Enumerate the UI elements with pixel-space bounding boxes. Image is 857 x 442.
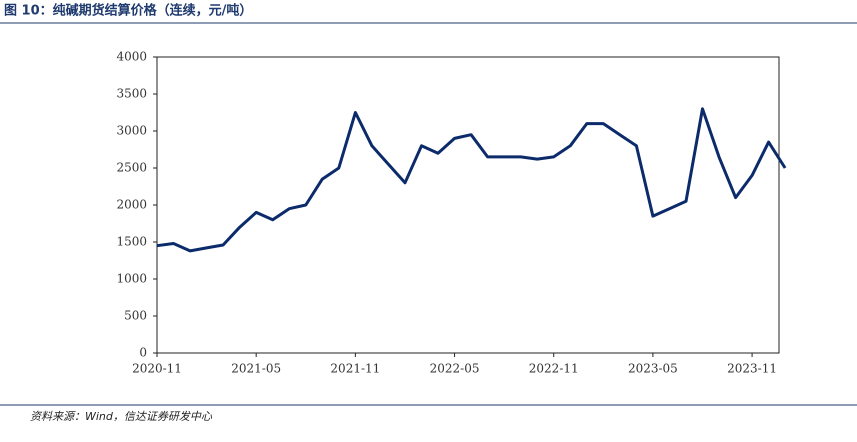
data-line [156, 107, 787, 253]
x-tick-label: 2022-11 [529, 362, 579, 376]
x-tick-label: 2023-11 [727, 362, 777, 376]
y-tick-label: 2000 [116, 198, 147, 212]
chart-title: 图 10：纯碱期货结算价格（连续，元/吨） [4, 3, 252, 19]
x-tick-label: 2022-05 [430, 362, 480, 376]
y-tick-label: 500 [124, 309, 147, 323]
y-tick-label: 4000 [116, 50, 147, 64]
y-tick-label: 0 [139, 346, 147, 360]
plot-frame [156, 56, 780, 354]
source: 资料来源：Wind，信达证券研发中心 [30, 410, 213, 423]
y-tick-label: 3000 [116, 124, 147, 138]
y-tick-label: 1000 [116, 272, 147, 286]
x-tick-label: 2023-05 [628, 362, 678, 376]
x-tick-label: 2021-05 [231, 362, 281, 376]
y-tick-label: 2500 [116, 161, 147, 175]
x-tick-label: 2021-11 [330, 362, 380, 376]
y-tick-label: 3500 [116, 87, 147, 101]
y-tick-label: 1500 [116, 235, 147, 249]
x-tick-label: 2020-11 [132, 362, 182, 376]
